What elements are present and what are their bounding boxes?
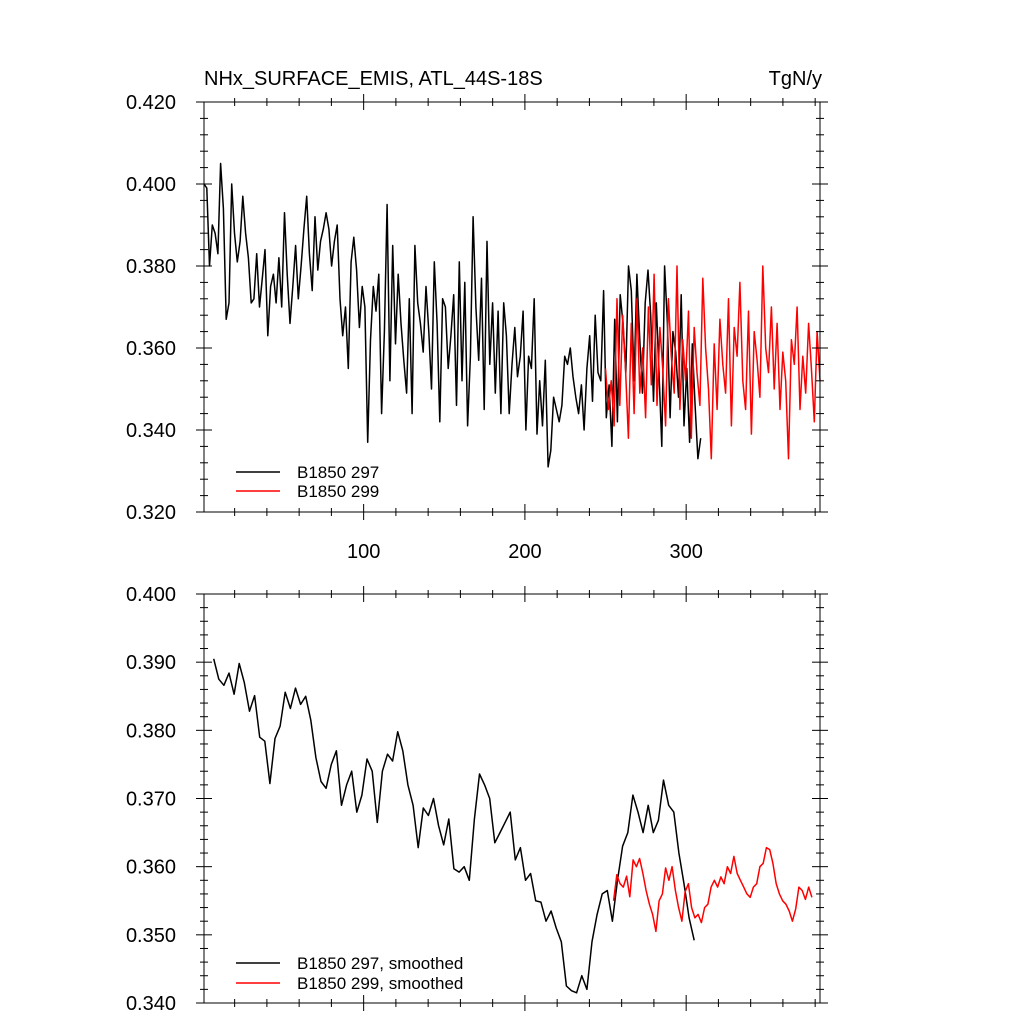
top-plot-frame [203,101,821,513]
top-series-group [203,162,821,468]
y-tick-label: 0.390 [126,652,176,674]
y-tick-label: 0.350 [126,925,176,947]
bottom-series-line-299 [612,846,813,933]
y-tick-label: 0.420 [126,92,176,114]
top-legend-label-299: B1850 299 [297,482,379,501]
x-tick-label: 100 [347,541,380,563]
x-tick-label: 200 [508,541,541,563]
top-series-line-299 [604,265,821,460]
top-legend: B1850 297 B1850 299 [236,463,379,501]
y-tick-label: 0.380 [126,256,176,278]
y-tick-label: 0.400 [126,584,176,606]
top-ticks-group: 0.320 0.340 0.360 0.380 0.400 0.420 100 200 300 [126,92,828,563]
top-legend-label-297: B1850 297 [297,463,379,482]
bottom-plot-frame [203,593,821,1004]
bottom-series-line-297 [212,658,695,994]
bottom-series-group [212,658,813,994]
bottom-panel: 0.340 0.350 0.360 0.370 0.380 0.390 0.400 B185… [126,584,828,1015]
y-tick-label: 0.340 [126,993,176,1015]
y-tick-label: 0.370 [126,789,176,811]
bottom-legend: B1850 297, smoothed B1850 299, smoothed [236,954,463,993]
bottom-legend-label-297: B1850 297, smoothed [297,954,463,973]
top-units: TgN/y [769,68,822,90]
bottom-ticks-group: 0.340 0.350 0.360 0.370 0.380 0.390 0.400 [126,584,828,1015]
y-tick-label: 0.400 [126,174,176,196]
y-tick-label: 0.380 [126,720,176,742]
y-tick-label: 0.360 [126,857,176,879]
y-tick-label: 0.360 [126,338,176,360]
top-series-line-297 [203,162,702,468]
y-tick-label: 0.340 [126,420,176,442]
top-title: NHx_SURFACE_EMIS, ATL_44S-18S [204,68,543,90]
x-tick-label: 300 [669,541,702,563]
bottom-legend-label-299: B1850 299, smoothed [297,974,463,993]
y-tick-label: 0.320 [126,502,176,524]
